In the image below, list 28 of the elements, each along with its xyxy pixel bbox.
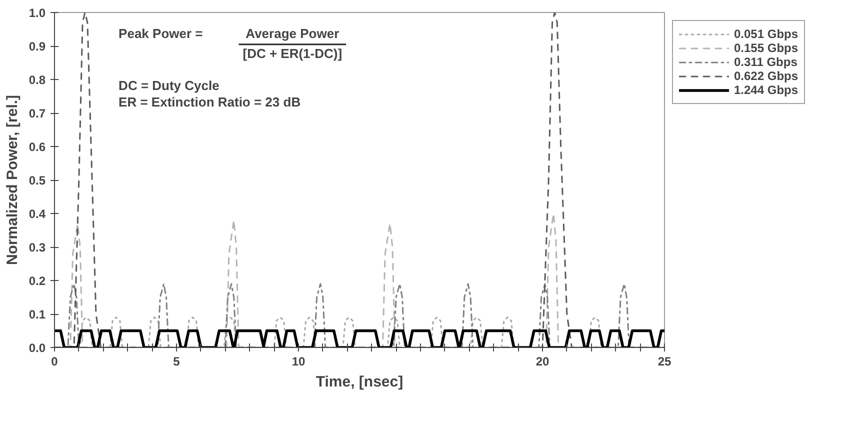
- y-tick-label: 0.2: [28, 274, 46, 288]
- annotation: ER = Extinction Ratio = 23 dB: [118, 94, 301, 110]
- annotation: Peak Power =: [118, 26, 204, 41]
- y-tick-label: 0.7: [28, 106, 46, 120]
- y-tick-label: 0.0: [28, 341, 46, 355]
- x-tick-label: 5: [173, 354, 180, 368]
- y-tick-label: 0.6: [28, 140, 46, 154]
- x-tick-label: 25: [658, 354, 672, 368]
- y-tick-label: 0.8: [28, 73, 46, 87]
- legend-label: 0.051 Gbps: [734, 27, 798, 41]
- y-axis-title: Normalized Power, [rel.]: [4, 94, 21, 266]
- y-tick-label: 0.5: [28, 174, 46, 188]
- x-axis-title: Time, [nsec]: [316, 374, 404, 390]
- annotation: [DC + ER(1-DC)]: [242, 46, 342, 62]
- legend-label: 0.155 Gbps: [734, 41, 798, 55]
- legend-label: 1.244 Gbps: [734, 83, 798, 97]
- y-tick-label: 0.3: [28, 240, 46, 254]
- x-tick-label: 20: [536, 354, 550, 368]
- x-tick-label: 10: [292, 354, 306, 368]
- legend-label: 0.622 Gbps: [734, 69, 798, 83]
- annotation: DC = Duty Cycle: [118, 78, 220, 93]
- y-tick-label: 0.1: [28, 308, 46, 322]
- annotation: Average Power: [246, 26, 340, 41]
- y-tick-label: 0.9: [28, 40, 46, 54]
- y-tick-label: 1.0: [28, 6, 46, 20]
- legend-label: 0.311 Gbps: [734, 55, 798, 69]
- x-tick-label: 0: [51, 354, 58, 368]
- y-tick-label: 0.4: [28, 207, 46, 221]
